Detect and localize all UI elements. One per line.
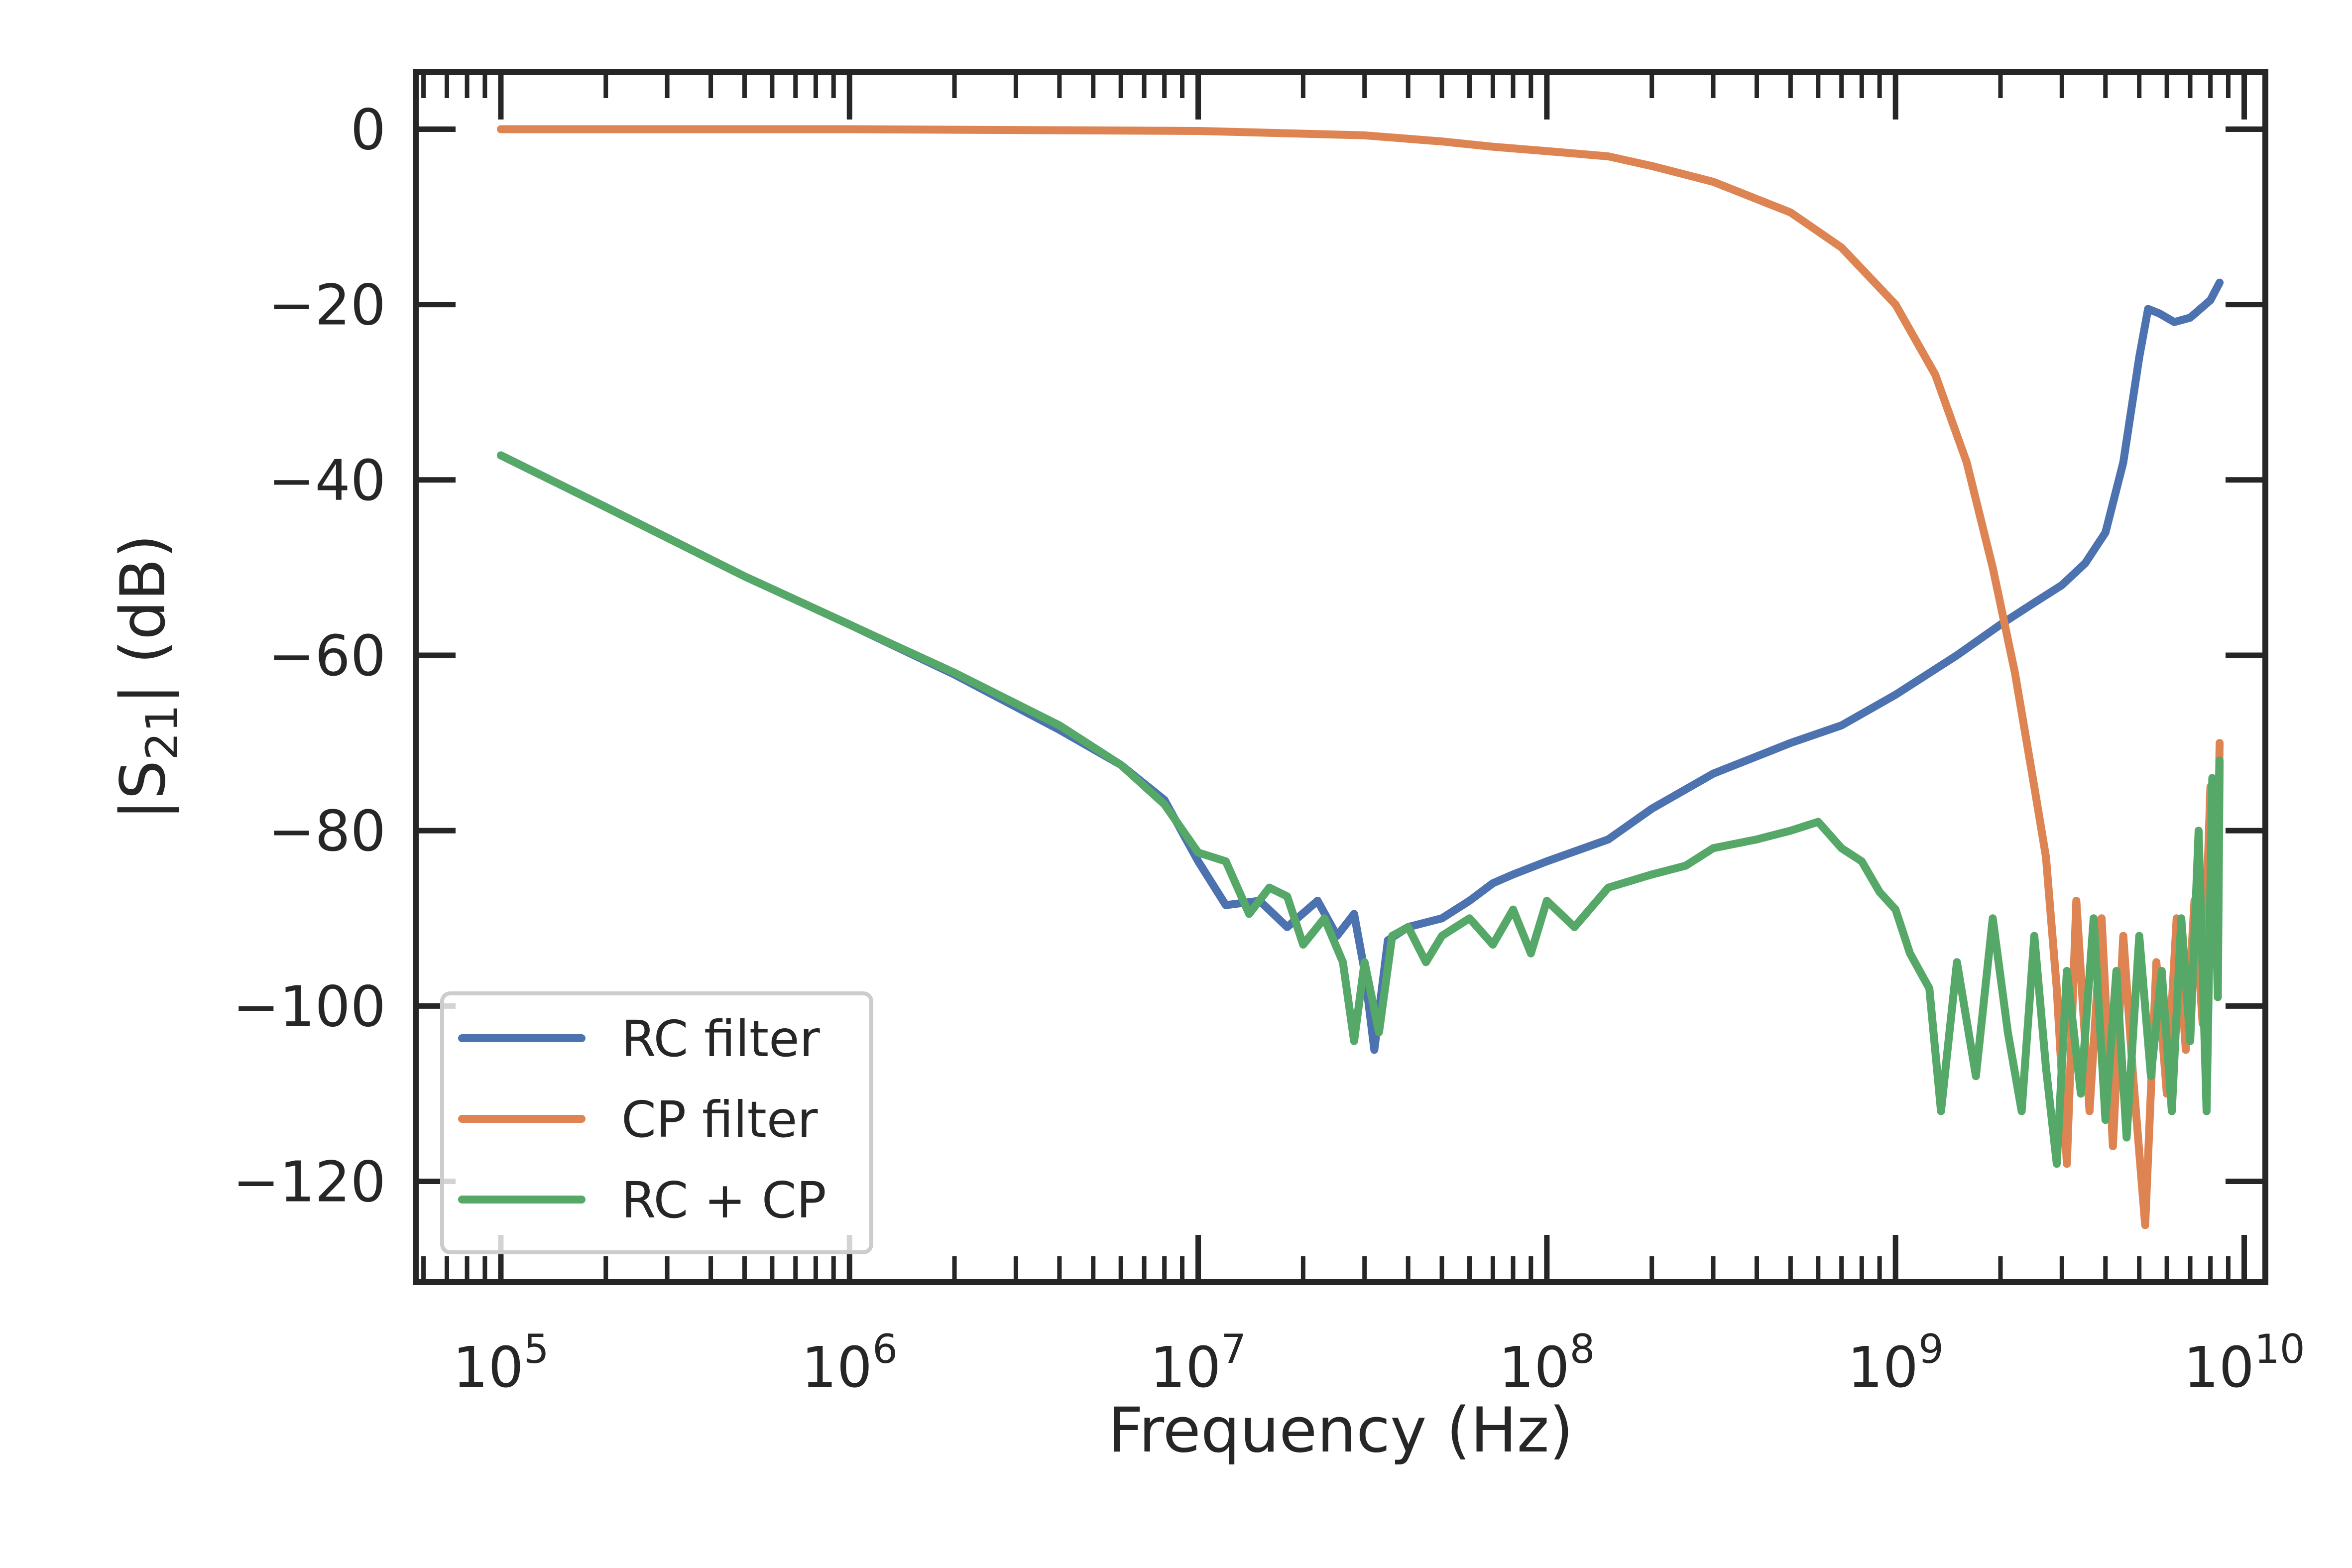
x-tick-base: 10 — [2183, 1335, 2254, 1400]
legend: RC filter CP filter RC + CP — [440, 991, 873, 1254]
series-layer — [497, 125, 2224, 1229]
y-tick-label: −100 — [233, 974, 386, 1039]
x-tick-base: 10 — [1847, 1335, 1918, 1400]
x-tick-exponent: 10 — [2254, 1326, 2305, 1372]
x-tick-label: 106 — [802, 1326, 898, 1400]
legend-box — [440, 991, 873, 1254]
x-tick-base: 10 — [802, 1335, 873, 1400]
x-tick-label: 107 — [1150, 1326, 1246, 1400]
x-tick-exponent: 5 — [524, 1326, 549, 1372]
x-tick-label: 109 — [1847, 1326, 1943, 1400]
x-axis-label: Frequency (Hz) — [1108, 1395, 1573, 1466]
x-tick-base: 10 — [453, 1335, 524, 1400]
y-tick-label: −120 — [233, 1150, 386, 1215]
x-tick-exponent: 6 — [872, 1326, 898, 1372]
x-tick-base: 10 — [1499, 1335, 1570, 1400]
series-line-cp-filter — [497, 125, 2224, 1229]
y-tick-label: 0 — [351, 98, 386, 162]
legend-label-cp-filter: CP filter — [621, 1090, 818, 1149]
y-tick-label: −40 — [268, 449, 386, 513]
x-tick-label: 108 — [1499, 1326, 1595, 1400]
x-tick-exponent: 7 — [1221, 1326, 1246, 1372]
x-tick-base: 10 — [1150, 1335, 1221, 1400]
y-axis-label-suffix: | (dB) — [108, 534, 179, 705]
legend-label-rc-filter: RC filter — [621, 1010, 821, 1068]
y-tick-label: −20 — [268, 273, 386, 338]
plot-frame — [413, 69, 2268, 1285]
y-axis-label-subscript: 21 — [136, 705, 188, 760]
x-tick-label: 1010 — [2183, 1326, 2305, 1400]
legend-label-rc-cp: RC + CP — [621, 1171, 826, 1229]
y-axis-label-prefix: |S — [108, 760, 179, 821]
x-tick-exponent: 9 — [1918, 1326, 1944, 1372]
y-tick-label: −80 — [268, 799, 386, 864]
series-line-rc-cp — [497, 451, 2224, 1168]
ticks-layer — [416, 72, 2265, 1282]
series-line-rc-filter — [497, 278, 2224, 1054]
y-axis-label: |S21| (dB) — [108, 534, 188, 820]
labels-layer: 105 106 107 108 109 10100−20−40−60−80−100−120… — [108, 98, 2305, 1466]
y-tick-label: −60 — [268, 624, 386, 689]
x-tick-exponent: 8 — [1570, 1326, 1595, 1372]
x-tick-label: 105 — [453, 1326, 549, 1400]
